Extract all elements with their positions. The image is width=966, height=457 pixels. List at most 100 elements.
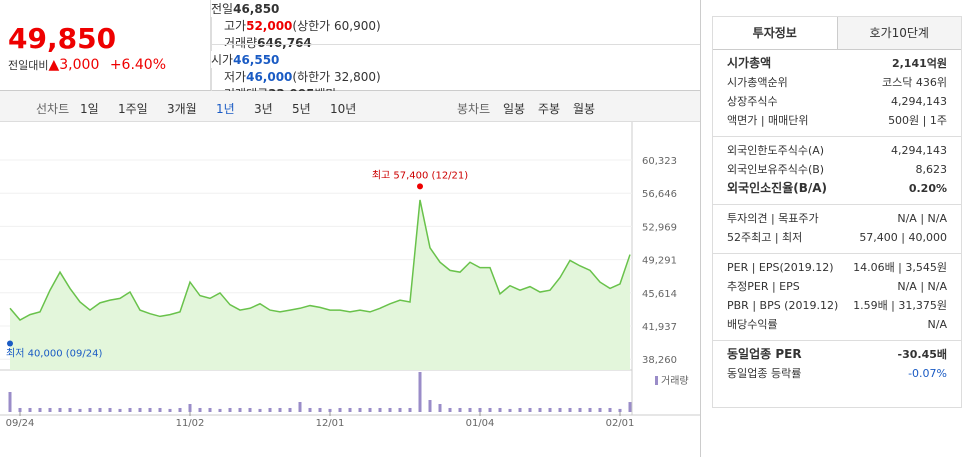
volume-bar: [468, 408, 472, 412]
change-rate: +6.40%: [109, 57, 167, 73]
volume-bar: [108, 408, 112, 412]
summary-cell: 고가52,000(상한가 60,900): [211, 17, 701, 34]
candle-button[interactable]: 주봉: [538, 102, 561, 116]
high-marker: [417, 183, 423, 190]
volume-bar: [168, 408, 172, 412]
summary-label: 거래량: [224, 36, 258, 50]
y-tick-label: 41,937: [642, 322, 677, 333]
period-button[interactable]: 3개월: [167, 102, 197, 116]
x-tick-label: 02/01: [606, 418, 635, 429]
volume-bar: [328, 408, 332, 412]
candle-button[interactable]: 일봉: [503, 102, 526, 116]
info-section: 외국인한도주식수(A) 4,294,143 외국인보유주식수(B) 8,623 외국인소…: [713, 137, 961, 205]
price-area: [10, 199, 630, 370]
info-value: 2,141억원: [891, 57, 947, 70]
volume-bar: [548, 408, 552, 412]
info-value: 0.20%: [908, 182, 947, 195]
x-tick-label: 12/01: [316, 418, 345, 429]
period-button[interactable]: 1년: [216, 102, 235, 116]
volume-bar: [418, 372, 422, 412]
info-section: 투자의견 | 목표주가 N/A | N/A 52주최고 | 최저 57,400 | 4…: [713, 205, 961, 254]
x-tick-label: 01/04: [466, 418, 495, 429]
info-row: 추정PER | EPS N/A | N/A: [727, 277, 947, 296]
volume-bar: [438, 404, 442, 412]
volume-bar: [448, 408, 452, 412]
info-value: -0.07%: [908, 367, 947, 380]
y-tick-label: 38,260: [642, 355, 677, 366]
volume-bar: [518, 408, 522, 412]
info-row: 시가총액 2,141억원: [727, 54, 947, 73]
info-value: 8,623: [915, 163, 948, 176]
summary-label: 고가: [224, 19, 247, 33]
period-button[interactable]: 3년: [254, 102, 273, 116]
info-label: 액면가 | 매매단위: [727, 114, 809, 127]
change-label: 전일대비: [8, 59, 49, 72]
summary-cell: 전일46,850: [211, 0, 701, 17]
info-value: N/A | N/A: [897, 212, 947, 225]
tab[interactable]: 투자정보: [713, 17, 837, 49]
info-row: 외국인소진율(B/A) 0.20%: [727, 179, 947, 198]
up-icon: ▲: [48, 57, 60, 73]
volume-bar: [238, 408, 242, 412]
info-label: PER | EPS(2019.12): [727, 261, 834, 274]
info-value: 4,294,143: [891, 144, 947, 157]
info-row: 동일업종 PER -30.45배: [727, 345, 947, 364]
info-label: 외국인소진율(B/A): [727, 181, 828, 195]
summary-label: 저가: [224, 70, 247, 84]
volume-bar: [608, 408, 612, 412]
y-tick-label: 56,646: [642, 189, 677, 200]
volume-bar: [558, 408, 562, 412]
info-value: 코스닥 436위: [882, 76, 947, 89]
divider: [700, 0, 701, 457]
volume-bar: [628, 402, 632, 412]
volume-bar: [528, 408, 532, 412]
info-label: 시가총액순위: [727, 76, 788, 89]
volume-bar: [198, 408, 202, 412]
info-row: 액면가 | 매매단위 500원 | 1주: [727, 111, 947, 130]
stock-chart: 60,323 56,646 52,969 49,291 45,614 41,937 38,2…: [0, 122, 700, 429]
change: 전일대비▲3,000 +6.40%: [8, 57, 166, 73]
volume-bar: [228, 408, 232, 412]
volume-bar: [268, 408, 272, 412]
volume-bar: [388, 408, 392, 412]
volume-bar: [218, 408, 222, 412]
info-label: 동일업종 등락률: [727, 367, 802, 380]
info-value: 57,400 | 40,000: [859, 231, 947, 244]
period-button[interactable]: 10년: [330, 102, 357, 116]
volume-bar: [138, 408, 142, 412]
info-label: 상장주식수: [727, 95, 778, 108]
summary-value: 52,000: [246, 19, 293, 33]
info-section: 시가총액 2,141억원 시가총액순위 코스닥 436위 상장주식수 4,294,143 액…: [713, 50, 961, 137]
summary-value: 646,764: [257, 36, 312, 50]
info-value: 1.59배 | 31,375원: [853, 299, 947, 312]
info-row: 52주최고 | 최저 57,400 | 40,000: [727, 228, 947, 247]
candle-button[interactable]: 월봉: [573, 102, 596, 116]
info-row: 동일업종 등락률 -0.07%: [727, 364, 947, 383]
tab[interactable]: 호가10단계: [836, 17, 961, 49]
volume-bar: [358, 408, 362, 412]
volume-bar: [568, 408, 572, 412]
info-row: PBR | BPS (2019.12) 1.59배 | 31,375원: [727, 296, 947, 315]
volume-bar: [98, 408, 102, 412]
info-row: 외국인보유주식수(B) 8,623: [727, 160, 947, 179]
change-value: 3,000: [59, 57, 100, 73]
volume-bar: [458, 408, 462, 412]
volume-bar: [128, 408, 132, 412]
summary-value: 46,850: [233, 2, 280, 16]
volume-bar: [348, 408, 352, 412]
volume-bar: [178, 408, 182, 412]
volume-bar: [498, 408, 502, 412]
volume-bar: [118, 408, 122, 412]
period-button[interactable]: 1주일: [118, 102, 148, 116]
period-button[interactable]: 1일: [80, 102, 99, 116]
period-label: 선차트: [36, 102, 70, 116]
period-button[interactable]: 5년: [292, 102, 311, 116]
info-label: 52주최고 | 최저: [727, 231, 803, 244]
info-value: 500원 | 1주: [888, 114, 947, 127]
summary-value: 46,550: [233, 53, 280, 67]
volume-bar: [28, 408, 32, 412]
volume-bar: [8, 392, 12, 412]
volume-bar: [368, 408, 372, 412]
info-value: -30.45배: [897, 348, 947, 361]
